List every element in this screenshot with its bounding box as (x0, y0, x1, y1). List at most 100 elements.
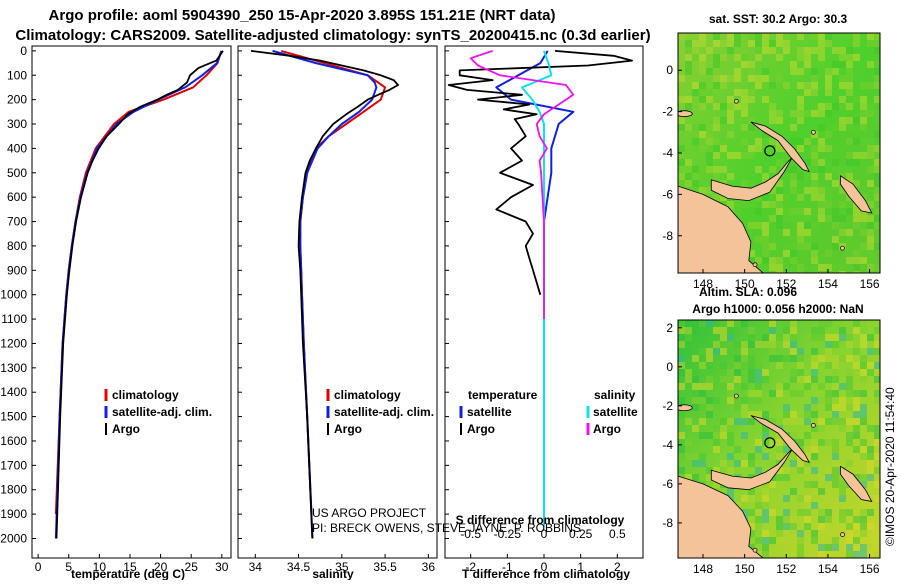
argo-position-marker (764, 145, 776, 157)
x-tick-label: 25 (185, 560, 199, 574)
title-line-2: Climatology: CARS2009. Satellite-adjuste… (15, 27, 650, 44)
top-tick-label: -0.25 (494, 527, 522, 541)
x-tick-label: 15 (123, 560, 137, 574)
depth-tick-label: 0 (20, 44, 27, 58)
land-islet (840, 245, 845, 251)
credit-pi: PI: BRECK OWENS, STEVE JAYNE, P. ROBBINS (312, 521, 581, 535)
depth-tick-label: 400 (7, 141, 27, 155)
map-lon-label: 152 (776, 277, 796, 291)
x-tick-label: 0 (35, 560, 42, 574)
sla-map: 148 150 152 154 156 2 0 -2 -4 -6 -8 (662, 319, 881, 576)
map-lat-label: -6 (662, 187, 673, 201)
map-lat-label: -2 (662, 399, 673, 413)
legend-satellite: satellite-adj. clim. (112, 405, 212, 419)
top-tick-label: 0.5 (609, 527, 626, 541)
depth-tick-label: 1900 (0, 507, 27, 521)
map-lat-label: -4 (662, 146, 673, 160)
map-lon-label: 156 (860, 277, 880, 291)
x-tick-label: 5 (65, 560, 72, 574)
sst-map: 148 150 152 154 156 0 -2 -4 -6 -8 (662, 32, 881, 291)
land-islet (733, 393, 739, 399)
map-lon-label: 148 (693, 562, 713, 576)
depth-tick-label: 700 (7, 215, 27, 229)
temperature-xlabel: temperature (deg C) (71, 567, 185, 580)
land-new-guinea (678, 475, 764, 558)
salinity-legend: climatology satellite-adj. clim. Argo (326, 388, 434, 436)
map-lon-label: 154 (818, 562, 838, 576)
x-tick-label: 10 (93, 560, 107, 574)
depth-tick-label: 1100 (1, 312, 27, 326)
land-islet (840, 532, 845, 537)
depth-tick-label: 2000 (0, 531, 27, 545)
depth-tick-label: 1400 (0, 385, 27, 399)
depth-tick-label: 100 (7, 68, 27, 82)
x-tick-label: 36 (422, 560, 436, 574)
top-tick-label: -0.5 (460, 527, 481, 541)
x-tick-label: 0 (541, 560, 548, 574)
depth-tick-label: 300 (7, 117, 27, 131)
depth-tick-label: 600 (7, 190, 27, 204)
depth-tick-label: 800 (7, 239, 27, 253)
land-bougainville (840, 465, 873, 502)
map-lon-label: 152 (776, 562, 796, 576)
land-islet (811, 422, 816, 428)
salinity-panel (237, 45, 438, 559)
x-tick-label: 2 (614, 560, 621, 574)
map-lat-label: 2 (666, 321, 673, 335)
legend-s-satellite: satellite (593, 405, 638, 419)
temperature-panel (31, 45, 232, 559)
difference-top-title: S difference from climatology (456, 513, 625, 527)
map-lat-label: 0 (666, 63, 673, 77)
sla-map-title-1: Altim. SLA: 0.096 (699, 285, 797, 299)
legend-argo: Argo (112, 422, 140, 436)
map-lat-label: -4 (662, 438, 673, 452)
depth-tick-label: 1700 (0, 458, 27, 472)
depth-tick-label: 500 (7, 166, 27, 180)
salinity-xlabel: salinity (312, 567, 354, 580)
depth-tick-label: 1800 (0, 483, 27, 497)
legend-s-argo: Argo (593, 422, 621, 436)
series-argo (250, 50, 400, 539)
map-lon-label: 150 (735, 562, 755, 576)
land-new-guinea (678, 185, 764, 273)
map-frame (677, 319, 881, 559)
top-tick-label: 0.25 (569, 527, 593, 541)
land-islet (752, 262, 758, 268)
legend-climatology: climatology (112, 388, 179, 402)
sst-map-title: sat. SST: 30.2 Argo: 30.3 (709, 12, 848, 26)
title-line-1: Argo profile: aoml 5904390_250 15-Apr-20… (49, 7, 556, 24)
map-lat-label: 0 (666, 360, 673, 374)
land-new-ireland (750, 415, 811, 464)
land-new-ireland (750, 121, 810, 173)
legend-t-argo: Argo (467, 422, 495, 436)
legend-t-satellite: satellite (467, 405, 512, 419)
imos-credit: ©IMOS 20-Apr-2020 11:54:40 (883, 387, 897, 546)
map-lat-label: -8 (662, 516, 673, 530)
x-tick-label: 1 (577, 560, 584, 574)
salinity-plot: 34 34.5 35 35.5 36 (249, 49, 436, 574)
legend-argo: Argo (334, 422, 362, 436)
legend-salinity-heading: salinity (594, 388, 636, 402)
land-bougainville (840, 175, 873, 214)
depth-tick-label: 1600 (0, 434, 27, 448)
series-t-argo (447, 50, 633, 295)
depth-tick-label: 1500 (0, 410, 27, 424)
depth-tick-label: 200 (7, 93, 27, 107)
land-manus (678, 110, 693, 118)
argo-position-marker (764, 437, 776, 449)
depth-axis: 0 100 200 300 400 500 600 700 800 900 1000 1100 1200… (0, 44, 449, 545)
difference-xlabel: T difference from climatology (462, 567, 630, 580)
depth-tick-label: 1300 (0, 361, 27, 375)
x-tick-label: -2 (465, 560, 476, 574)
series-argo (55, 50, 224, 539)
x-tick-label: 35 (335, 560, 349, 574)
series-s-argo (469, 50, 575, 320)
map-lat-label: -8 (662, 229, 673, 243)
map-lat-label: -2 (662, 105, 673, 119)
top-tick-label: 0 (541, 527, 548, 541)
depth-tick-label: 1200 (0, 336, 27, 350)
land-islet (811, 129, 816, 135)
difference-plot: -2 -1 0 1 2 -0.5 -0.25 0 0.25 0.5 (447, 50, 633, 574)
